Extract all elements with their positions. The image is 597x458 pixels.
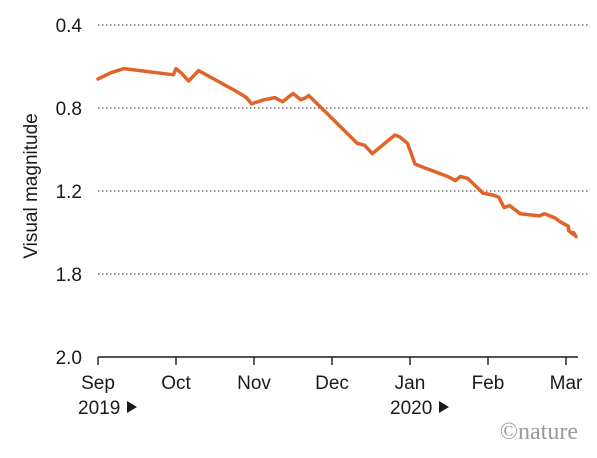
year-label: 2020: [390, 398, 432, 419]
x-tick-label: Mar: [550, 373, 583, 394]
x-tick-label: Oct: [161, 373, 191, 394]
x-tick-label: Feb: [472, 373, 505, 394]
copyright-symbol: ©: [500, 419, 518, 445]
y-tick-label: 0.8: [56, 99, 82, 120]
y-tick-label: 1.2: [56, 182, 82, 203]
nature-logo: ©nature: [500, 419, 578, 445]
gridlines: [98, 24, 588, 275]
x-tick-label: Sep: [81, 373, 115, 394]
year-label: 2019: [78, 398, 120, 419]
brand-name: nature: [518, 419, 578, 445]
y-tick-labels: 0.4 0.8 1.2 1.8 2.0: [56, 16, 83, 369]
y-tick-label: 1.8: [56, 265, 82, 286]
data-series: [96, 66, 578, 239]
x-tick-label: Dec: [315, 373, 349, 394]
y-axis-label: Visual magnitude: [21, 113, 42, 258]
series-line-0: [96, 66, 578, 239]
copyright-logo: ©nature: [500, 419, 578, 445]
x-tick-label: Jan: [395, 373, 426, 394]
x-axis: Sep Oct Nov Dec Jan Feb Mar 2019 2020: [78, 356, 583, 419]
y-tick-label: 0.4: [56, 16, 83, 37]
year-arrow-icon: [439, 401, 449, 413]
year-arrow-icon: [127, 401, 137, 413]
y-tick-label: 2.0: [56, 348, 82, 369]
x-tick-label: Nov: [237, 373, 271, 394]
